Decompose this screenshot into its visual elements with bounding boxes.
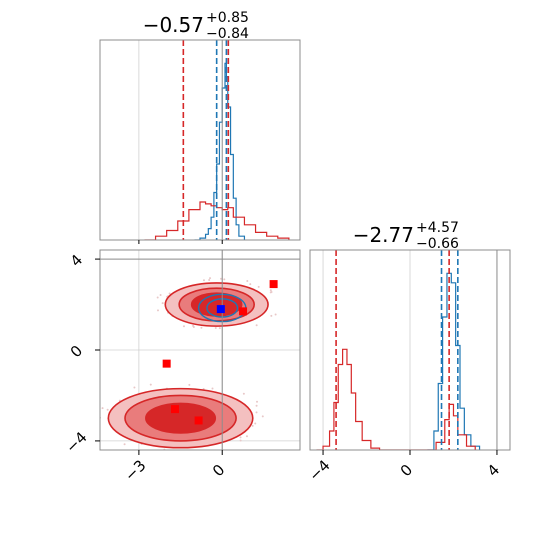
param0-hist-title-plus: +0.85 [206,10,249,26]
density-marker-4 [171,405,179,414]
density-sample-point [188,383,191,386]
density-sample-point [200,326,203,329]
density-sample-point [209,277,212,280]
density-marker-1 [269,280,278,289]
density-sample-point [149,383,152,386]
density-sample-point [218,327,221,330]
density-sample-point [239,436,242,439]
param1-hist-series-0 [427,272,481,450]
density-sample-point [270,314,273,317]
param0-hist-plot-area [144,40,290,240]
density-sample-point [156,296,159,299]
density-sample-point [255,411,258,414]
density-sample-point [106,408,109,411]
density-sample-point [242,392,245,395]
density-plot-area [92,250,300,454]
density-sample-point [249,283,252,286]
density-sample-point [261,415,264,418]
density-sample-point [159,294,162,297]
density-sample-point [208,279,211,282]
param0-hist-title-minus: −0.84 [206,26,249,42]
param0-hist-title-median: −0.57 [143,13,204,37]
density-ytick-label: −4 [62,428,90,456]
density-sample-point [180,451,182,453]
density-sample-point [246,279,249,282]
param1-xtick-label: 0 [397,461,416,480]
param1-hist-plot-area [316,250,498,450]
param0-hist-series-0 [194,62,246,240]
density-sample-point [223,278,226,281]
density-marker-5 [194,416,203,425]
density-sample-point [257,285,260,288]
density-marker-3 [162,359,171,368]
density-sample-point [239,439,242,442]
param0-hist-frame [99,39,301,241]
density-sample-point [220,277,223,280]
density-sample-point [192,326,195,329]
density-sample-point [202,279,205,282]
density-sample-point [92,410,94,412]
param1-xtick-label: 4 [484,461,503,480]
density-contour-1-2 [145,402,217,434]
density-sample-point [101,407,104,410]
density-sample-point [270,290,273,293]
density-sample-point [93,427,95,429]
density-sample-point [211,387,214,390]
density-sample-point [95,426,97,428]
density-sample-point [161,302,164,305]
param1-hist-series-1 [316,348,476,450]
density-sample-point [254,422,257,425]
density-sample-point [255,404,258,407]
density-sample-point [156,309,159,312]
density-sample-point [123,443,126,446]
param1-hist-title-minus: −0.66 [416,236,459,252]
param1-hist-title-plus: +4.57 [416,220,459,236]
density-sample-point [168,292,171,295]
density-sample-point [93,408,95,410]
param1-xtick-label: −4 [305,456,333,484]
density-marker-2 [239,307,248,316]
density-sample-point [133,386,136,389]
density-sample-point [182,325,185,328]
param1-hist-title-median: −2.77 [353,223,414,247]
density-ytick-label: 0 [67,342,86,361]
density-sample-point [251,424,254,427]
density-marker-0 [216,305,225,314]
density-ytick-label: 4 [67,251,86,270]
density-sample-point [256,400,259,403]
density-xtick-label: 0 [209,461,228,480]
density-sample-point [255,324,258,327]
density-sample-point [214,327,217,330]
density-sample-point [200,452,202,454]
density-sample-point [245,435,248,438]
density-sample-point [269,289,272,292]
density-xtick-label: −3 [121,456,149,484]
density-sample-point [274,313,277,316]
